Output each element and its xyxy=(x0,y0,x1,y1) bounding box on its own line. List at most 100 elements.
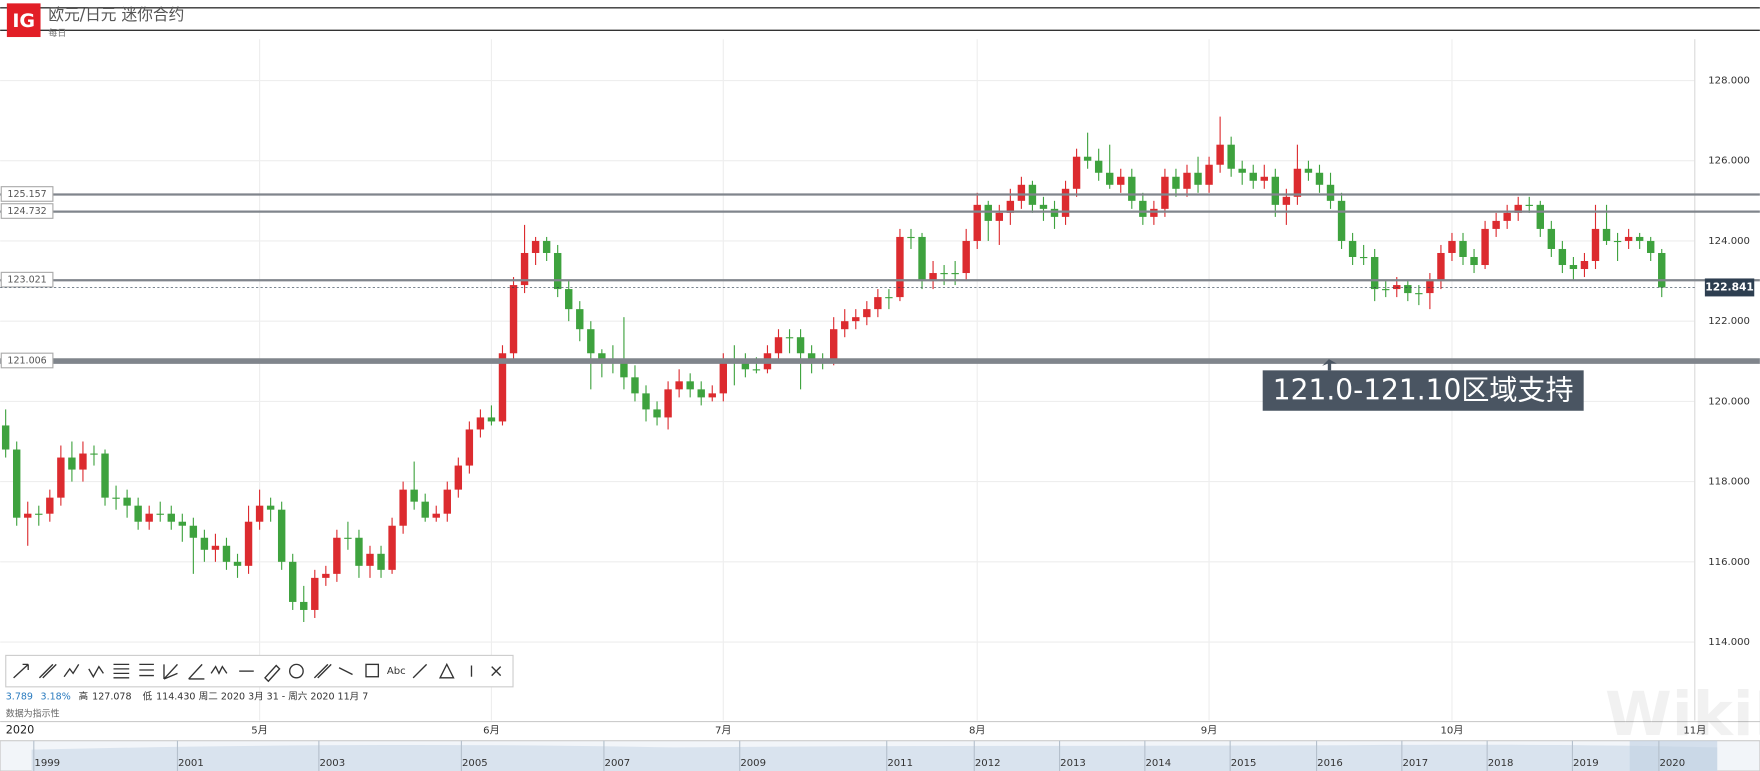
candle-body xyxy=(1481,228,1489,266)
candle-body xyxy=(1183,172,1191,189)
candle-body xyxy=(233,561,242,566)
candle-body xyxy=(1558,248,1567,266)
candle-body xyxy=(1150,208,1158,217)
year-label: 2020 xyxy=(6,724,35,737)
tool-triangle[interactable] xyxy=(438,662,455,679)
navigator-year: 2011 xyxy=(887,758,913,769)
candles xyxy=(1,116,1666,622)
candle-body xyxy=(940,273,948,275)
candle-body xyxy=(498,353,507,422)
tool-text[interactable]: Abc xyxy=(387,666,406,677)
candle-body xyxy=(1216,144,1224,165)
candle-body xyxy=(1072,156,1081,189)
candle-body xyxy=(1094,160,1103,173)
navigator-window[interactable] xyxy=(1629,740,1718,771)
candle-body xyxy=(1492,220,1500,229)
tool-parallel[interactable] xyxy=(38,663,57,679)
candle-body xyxy=(951,273,959,275)
navigator-year: 2015 xyxy=(1231,758,1257,769)
x-tick-label: 8月 xyxy=(969,725,986,737)
stat-note: 数据为指示性 xyxy=(6,707,60,719)
candle-body xyxy=(1658,252,1666,288)
candle-body xyxy=(675,381,683,390)
candle-body xyxy=(178,521,187,526)
tool-circle[interactable] xyxy=(289,663,304,679)
candle-body xyxy=(311,577,319,610)
candle-body xyxy=(68,457,76,470)
candle-body xyxy=(443,489,451,514)
tool-rect[interactable] xyxy=(365,663,380,678)
navigator-year: 2007 xyxy=(605,758,631,769)
candle-body xyxy=(542,240,551,253)
level-label-box xyxy=(0,352,54,369)
y-tick-label: 120.000 xyxy=(1708,396,1750,407)
tool-arrow[interactable] xyxy=(13,663,29,679)
candle-body xyxy=(509,285,518,354)
candle-body xyxy=(1613,240,1622,243)
candle-body xyxy=(465,429,474,466)
candle-body xyxy=(79,453,87,470)
y-tick-label: 126.000 xyxy=(1708,156,1750,167)
tool-close[interactable] xyxy=(491,666,502,677)
candle-body xyxy=(1525,204,1533,206)
level-label: 124.732 xyxy=(7,206,46,217)
tool-line[interactable] xyxy=(412,663,428,679)
candle-body xyxy=(1437,252,1445,282)
candle-body xyxy=(1635,236,1644,241)
candle-body xyxy=(487,417,496,422)
tool-channel[interactable] xyxy=(313,663,332,679)
toolbar[interactable]: Abc xyxy=(5,654,514,688)
candle-body xyxy=(664,389,672,418)
candle-body xyxy=(1293,168,1302,197)
navigator-year: 2001 xyxy=(178,758,204,769)
candle-body xyxy=(145,513,153,522)
tool-zigzag[interactable] xyxy=(88,665,104,679)
tool-wave[interactable] xyxy=(63,664,80,678)
candle-body xyxy=(1591,228,1600,262)
tool-levels[interactable] xyxy=(139,663,154,677)
last-price-box xyxy=(1704,278,1755,297)
tool-fan[interactable] xyxy=(163,663,178,680)
navigator-year: 2018 xyxy=(1488,758,1514,769)
candle-body xyxy=(1061,188,1070,217)
navigator-year: 2003 xyxy=(319,758,345,769)
candle-body xyxy=(1337,200,1346,241)
x-tick-label: 7月 xyxy=(715,725,732,737)
candle-body xyxy=(774,337,783,354)
tool-segment[interactable] xyxy=(338,667,353,676)
candle-body xyxy=(377,553,385,570)
candle-body xyxy=(1304,168,1313,173)
tool-angle[interactable] xyxy=(188,663,205,680)
candle-body xyxy=(1470,256,1478,266)
candle-body xyxy=(1602,228,1611,241)
tool-fib[interactable] xyxy=(113,663,130,679)
candle-body xyxy=(863,309,871,318)
navigator-year: 2005 xyxy=(462,758,488,769)
y-tick-label: 128.000 xyxy=(1708,76,1750,87)
candle-body xyxy=(57,457,65,498)
x-tick-label: 6月 xyxy=(483,725,500,737)
tool-pattern[interactable] xyxy=(210,665,228,675)
candle-body xyxy=(785,337,794,339)
candle-body xyxy=(896,236,904,298)
candle-body xyxy=(454,465,463,490)
candle-body xyxy=(719,361,727,394)
chart-subtitle: 每日 xyxy=(48,27,66,39)
navigator[interactable]: 1999 2001 2003 2005 2007 2009 2011 2012 2013 2014… xyxy=(0,740,1760,771)
candle-body xyxy=(123,497,131,506)
candle-body xyxy=(1503,212,1511,221)
candle-body xyxy=(520,252,529,286)
annotation-box xyxy=(1262,370,1584,411)
tool-ruler[interactable] xyxy=(264,664,281,683)
candle-body xyxy=(167,513,175,522)
candle-body xyxy=(1426,281,1434,294)
candle-body xyxy=(388,525,396,570)
candle-body xyxy=(344,537,352,539)
candle-body xyxy=(1415,293,1423,295)
candle-body xyxy=(322,573,330,578)
navigator-year: 1999 xyxy=(34,758,60,769)
chart-title: 欧元/日元 迷你合约 xyxy=(48,5,184,24)
candle-body xyxy=(1315,172,1324,185)
candle-body xyxy=(300,601,308,610)
